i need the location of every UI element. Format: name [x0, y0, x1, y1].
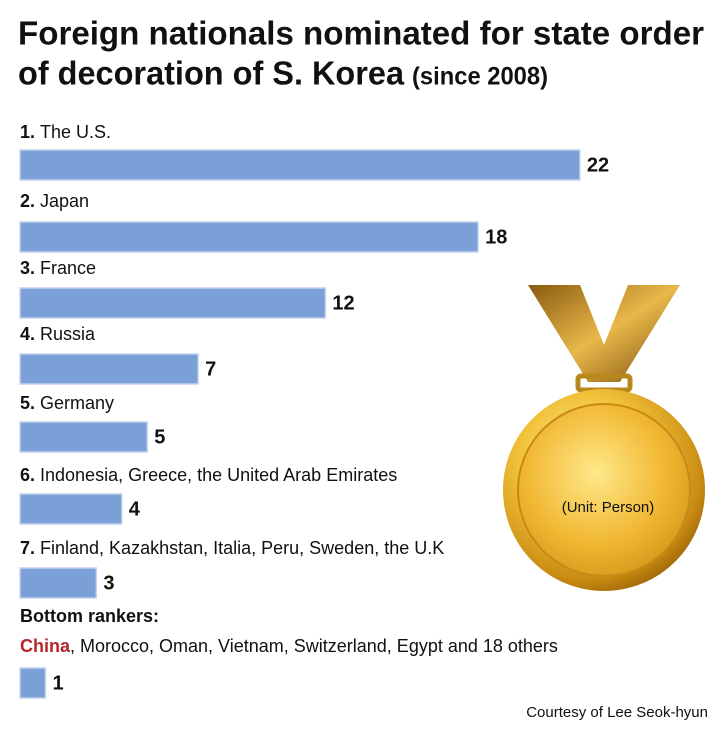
- category-name: Indonesia, Greece, the United Arab Emira…: [40, 465, 397, 485]
- category-label: 1. The U.S.: [20, 122, 111, 142]
- category-label: 2. Japan: [20, 191, 89, 211]
- value-label: 18: [485, 226, 507, 248]
- chart-title: of decoration of S. Korea: [18, 55, 405, 92]
- category-name: The U.S.: [40, 122, 111, 142]
- category-label: 6. Indonesia, Greece, the United Arab Emi…: [20, 465, 397, 485]
- category-label: 7. Finland, Kazakhstan, Italia, Peru, Swe…: [20, 538, 444, 558]
- bar: [19, 353, 199, 385]
- bar: [19, 421, 148, 453]
- value-label: 5: [154, 426, 165, 448]
- rank: 7.: [20, 538, 35, 558]
- value-label: 4: [129, 498, 141, 520]
- category-name: Finland, Kazakhstan, Italia, Peru, Swede…: [40, 538, 444, 558]
- highlight: China: [20, 636, 71, 656]
- bottom-rest: , Morocco, Oman, Vietnam, Switzerland, E…: [70, 636, 558, 656]
- chart-subtitle: (since 2008): [412, 63, 548, 91]
- category-label: 5. Germany: [20, 393, 114, 413]
- rank: 6.: [20, 465, 35, 485]
- category-label: 3. France: [20, 258, 96, 278]
- bar: [19, 221, 479, 253]
- bottom-heading: Bottom rankers:: [20, 606, 159, 626]
- value-label: 3: [103, 572, 114, 594]
- bar: [19, 667, 47, 699]
- value-label: 1: [52, 672, 63, 694]
- bar: [19, 567, 98, 599]
- bar: [19, 493, 123, 525]
- category-label: 4. Russia: [20, 324, 96, 344]
- rank: 4.: [20, 324, 35, 344]
- bar: [19, 149, 581, 181]
- category-name: Japan: [40, 191, 89, 211]
- medal: [503, 285, 705, 591]
- rank: 5.: [20, 393, 35, 413]
- category-name: France: [40, 258, 96, 278]
- rank: 3.: [20, 258, 35, 278]
- category-name: Russia: [40, 324, 96, 344]
- rank: 2.: [20, 191, 35, 211]
- value-label: 22: [587, 154, 609, 176]
- rank: 1.: [20, 122, 35, 142]
- value-label: 7: [205, 358, 216, 380]
- category-name: Germany: [40, 393, 114, 413]
- chart-title: Foreign nationals nominated for state or…: [18, 15, 704, 52]
- value-label: 12: [332, 292, 354, 314]
- bar: [19, 287, 327, 319]
- source: Courtesy of Lee Seok-hyun: [526, 704, 708, 721]
- unit-note: (Unit: Person): [562, 499, 655, 516]
- bottom-list: China, Morocco, Oman, Vietnam, Switzerla…: [20, 636, 558, 656]
